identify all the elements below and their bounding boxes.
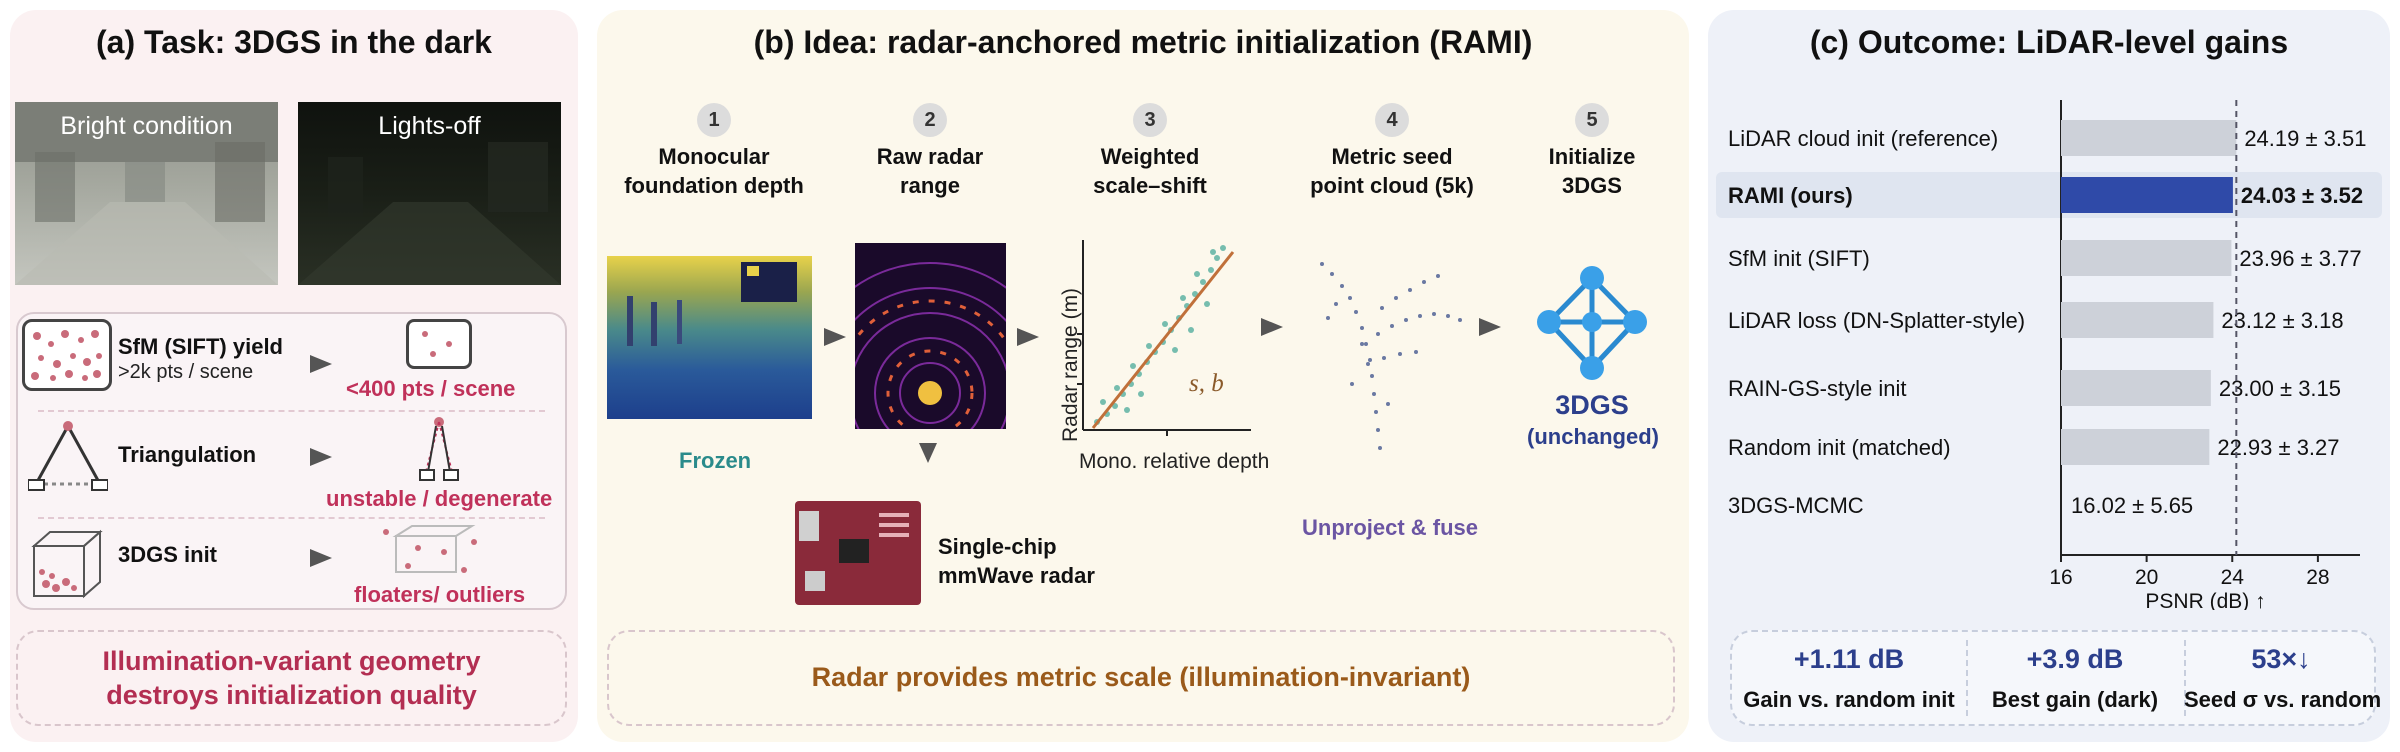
conclusion-box-b: Radar provides metric scale (illuminatio… [607, 630, 1675, 726]
bar [2061, 120, 2237, 156]
step-4-title: Metric seed point cloud (5k) [1310, 144, 1474, 198]
dark-caption: Lights-off [378, 112, 481, 140]
sift-sparse-icon [406, 319, 472, 369]
category-label: 3DGS-MCMC [1728, 493, 1864, 518]
value-label: 22.93 ± 3.27 [2217, 435, 2339, 460]
gaussian-molecule-icon [1537, 266, 1647, 380]
divider [38, 410, 545, 412]
panel-b-title: (b) Idea: radar-anchored metric initiali… [753, 24, 1533, 60]
conclusion-a-line1: Illumination-variant geometry [102, 646, 481, 676]
psnr-bar-chart: LiDAR cloud init (reference) 24.19 ± 3.51… [1728, 100, 2366, 610]
floaters-icon [378, 522, 478, 583]
arrow-icon [824, 328, 846, 346]
row1-sub: >2k pts / scene [118, 361, 254, 383]
row3-result: floaters/ outliers [354, 582, 526, 607]
divider [38, 517, 545, 519]
radar-board-image [795, 501, 921, 605]
degenerate-icon [414, 414, 464, 489]
stats-box: +1.11 dB Gain vs. random init +3.9 dB Be… [1730, 630, 2382, 726]
bar [2061, 240, 2232, 276]
step-number: 2 [913, 103, 947, 137]
bright-caption: Bright condition [60, 112, 233, 140]
arrow-down-icon [919, 443, 937, 463]
arrow-icon [1017, 328, 1039, 346]
row2-title: Triangulation [118, 442, 257, 467]
scatter-y-label: Radar range (m) [1059, 287, 1082, 442]
stat-gain-random: +1.11 dB Gain vs. random init [1743, 644, 1955, 712]
x-tick-label: 24 [2221, 566, 2245, 589]
radar-range-image [855, 243, 1006, 429]
panel-task: (a) Task: 3DGS in the dark Bright condit… [10, 10, 578, 742]
conclusion-box-a: Illumination-variant geometry destroys i… [16, 630, 567, 726]
divider [1966, 640, 1968, 716]
category-label: RAIN-GS-style init [1728, 376, 1906, 401]
row3-title: 3DGS init [118, 542, 218, 567]
value-label: 16.02 ± 5.65 [2071, 493, 2193, 518]
panel-outcome: (c) Outcome: LiDAR-level gains LiDAR clo… [1708, 10, 2390, 742]
arrow-icon [1479, 318, 1501, 336]
x-tick-label: 28 [2306, 566, 2329, 589]
frozen-label: Frozen [679, 448, 752, 473]
gs-sub: (unchanged) [1527, 424, 1659, 449]
category-label: LiDAR loss (DN-Splatter-style) [1728, 308, 2025, 333]
step-1-title: Monocular foundation depth [624, 144, 804, 198]
value-label: 24.03 ± 3.52 [2241, 183, 2363, 208]
step-number: 3 [1133, 103, 1167, 137]
triangulation-icon [27, 418, 109, 499]
step-3-title: Weighted scale–shift [1093, 144, 1207, 198]
gs-label: 3DGS [1555, 390, 1629, 420]
row1-title: SfM (SIFT) yield [118, 334, 283, 359]
scale-shift-scatter [1077, 240, 1251, 436]
row2-result: unstable / degenerate [326, 486, 553, 511]
arrow-icon [310, 355, 332, 373]
step-number: 4 [1375, 103, 1409, 137]
dark-photo: Lights-off [298, 102, 561, 285]
stat-seed-sigma: 53×↓ Seed σ vs. random [2184, 644, 2382, 712]
scatter-annotation: s, b [1189, 370, 1224, 397]
step-number: 5 [1575, 103, 1609, 137]
bar [2061, 370, 2211, 406]
radar-caption: Single-chip mmWave radar [938, 534, 1095, 588]
step-number: 1 [697, 103, 731, 137]
x-tick-label: 20 [2135, 566, 2158, 589]
stat-best-gain: +3.9 dB Best gain (dark) [1991, 644, 2159, 712]
step-2-title: Raw radar range [876, 144, 984, 198]
divider [2184, 640, 2186, 716]
cube-outliers-icon [30, 528, 106, 605]
row1-result: <400 pts / scene [346, 376, 516, 401]
arrow-icon [310, 549, 332, 567]
highlight-row [1716, 172, 2382, 218]
bar [2061, 177, 2233, 213]
x-tick-label: 16 [2049, 566, 2072, 589]
panel-c-title: (c) Outcome: LiDAR-level gains [1809, 24, 2289, 60]
bright-photo: Bright condition [15, 102, 278, 285]
seed-point-cloud [1320, 262, 1462, 450]
bar [2061, 302, 2214, 338]
panel-idea: (b) Idea: radar-anchored metric initiali… [597, 10, 1689, 742]
unproject-label: Unproject & fuse [1302, 515, 1479, 540]
sift-dense-icon [22, 319, 112, 391]
conclusion-a-line2: destroys initialization quality [106, 680, 477, 710]
category-label: LiDAR cloud init (reference) [1728, 126, 1998, 151]
value-label: 23.00 ± 3.15 [2219, 376, 2341, 401]
step-5-title: Initialize 3DGS [1548, 144, 1636, 198]
value-label: 24.19 ± 3.51 [2244, 126, 2366, 151]
value-label: 23.12 ± 3.18 [2221, 308, 2343, 333]
conclusion-b: Radar provides metric scale (illuminatio… [811, 662, 1471, 692]
category-label: SfM init (SIFT) [1728, 246, 1870, 271]
bar [2061, 429, 2210, 465]
x-axis-label: PSNR (dB) ↑ [2145, 590, 2265, 610]
scatter-x-label: Mono. relative depth [1079, 450, 1270, 473]
category-label: RAMI (ours) [1728, 183, 1853, 208]
value-label: 23.96 ± 3.77 [2239, 246, 2361, 271]
arrow-icon [310, 448, 332, 466]
panel-a-title: (a) Task: 3DGS in the dark [96, 24, 492, 60]
category-label: Random init (matched) [1728, 435, 1951, 460]
failure-modes-box: SfM (SIFT) yield >2k pts / scene <400 pt… [16, 312, 567, 610]
mono-depth-image [607, 256, 812, 419]
arrow-icon [1261, 318, 1283, 336]
